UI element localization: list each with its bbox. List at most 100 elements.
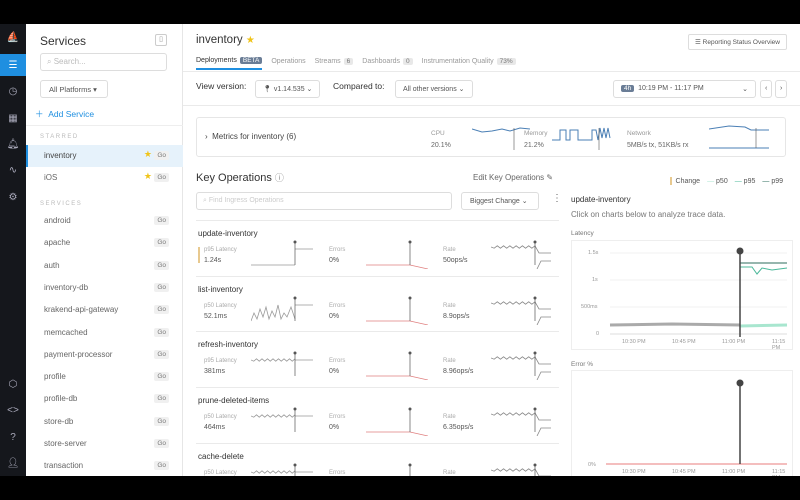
platform-dropdown[interactable]: All Platforms ▾ [40,80,108,98]
star-icon[interactable]: ★ [143,149,152,159]
service-item[interactable]: apache Go [26,232,183,254]
y-tick: 0 [596,331,600,337]
go-button[interactable]: Go [154,439,169,448]
baseline-series [609,322,741,327]
collapse-panel-icon[interactable]: ▯ [155,34,167,46]
tab-badge: 0 [403,58,413,65]
edit-key-operations-link[interactable]: Edit Key Operations ✎ [473,173,553,182]
operation-row[interactable]: refresh-inventory p95 Latency 381ms Errors 0… [196,331,559,387]
gear-icon[interactable]: ⚙ [8,191,18,203]
latency-sparkline[interactable] [251,406,313,436]
starred-service-inventory[interactable]: inventory ★ Go [26,145,183,167]
add-service-button[interactable]: ＋ Add Service [35,109,95,119]
operation-row[interactable]: cache-delete p50 Latency Errors Rate [196,442,559,476]
page-title: inventory ★ [196,34,255,46]
go-button[interactable]: Go [154,282,169,292]
operation-row[interactable]: list-inventory p50 Latency 52.1ms Errors 0% R… [196,275,559,332]
pin-icon: 📍︎ [263,86,272,93]
activity-icon[interactable]: ∿ [8,164,18,176]
service-item[interactable]: profile-db Go [26,388,183,410]
code-icon[interactable]: <> [7,404,19,416]
reporting-status-button[interactable]: ☰ Reporting Status Overview [688,34,787,50]
rate-sparkline[interactable] [491,462,553,476]
next-range-button[interactable]: › [775,80,788,98]
rate-sparkline[interactable] [491,350,553,381]
rate-sparkline[interactable] [491,295,553,325]
rate-value: 50ops/s [443,257,468,264]
latency-label: p50 Latency [204,469,237,476]
package-icon[interactable]: ⬡ [8,378,18,390]
star-icon[interactable]: ★ [245,35,255,46]
go-button[interactable]: Go [154,260,169,270]
metrics-toggle[interactable]: › Metrics for inventory (6) [205,132,297,141]
x-tick: 10:45 PM [672,469,696,475]
service-name: payment-processor [44,349,113,359]
go-button[interactable]: Go [154,238,169,248]
go-button[interactable]: Go [154,394,169,404]
go-button[interactable]: Go [154,305,169,315]
errors-value: 0% [329,257,340,264]
dashboard-icon[interactable]: ▦ [8,112,18,124]
service-item[interactable]: auth Go [26,255,183,277]
service-item[interactable]: profile Go [26,366,183,388]
services-icon[interactable]: ☰ [0,54,26,76]
tab-dashboards[interactable]: Dashboards 0 [362,57,413,70]
service-item[interactable]: memcached Go [26,322,183,344]
metrics-panel[interactable]: › Metrics for inventory (6) CPU 20.1% Me… [196,117,786,157]
error-label: Error % [571,361,594,368]
tab-deployments[interactable]: Deployments BETA [196,57,263,70]
latency-sparkline[interactable] [251,350,313,380]
logo-icon[interactable]: ⛵ [6,31,20,43]
latency-sparkline[interactable] [251,295,313,325]
time-range-dropdown[interactable]: 4h 10:19 PM - 11:17 PM ⌄ [613,80,756,98]
compare-dropdown[interactable]: All other versions ⌄ [395,80,473,98]
errors-sparkline[interactable] [366,462,428,476]
go-button[interactable]: Go [154,416,169,426]
bell-icon[interactable]: 🔔︎ [6,138,20,150]
go-button[interactable]: Go [154,151,169,160]
rate-sparkline[interactable] [491,239,553,269]
error-chart[interactable]: 0% 10:30 PM 10:45 PM 11:00 PM 11:15 PM [571,370,793,476]
tab-streams[interactable]: Streams 6 [315,57,354,70]
errors-sparkline[interactable] [366,295,428,325]
service-search-input[interactable]: ⌕ Search... [40,53,167,71]
latency-chart[interactable]: 1.5s 1s 500ms 0 10:30 PM 10:45 PM 11:00 PM… [571,240,793,351]
service-item[interactable]: transaction Go [26,455,183,476]
errors-sparkline[interactable] [366,350,428,381]
service-item[interactable]: store-db Go [26,411,183,433]
network-sparkline [709,125,769,149]
clock-icon[interactable]: ◷ [8,85,18,97]
go-button[interactable]: Go [154,349,169,359]
prev-range-button[interactable]: ‹ [760,80,773,98]
sort-dropdown[interactable]: Biggest Change ⌄ [461,192,539,210]
go-button[interactable]: Go [154,372,169,382]
latency-sparkline[interactable] [251,462,313,476]
go-button[interactable]: Go [154,461,169,471]
help-icon[interactable]: ⓘ [274,173,284,183]
operation-name: cache-delete [198,451,244,461]
errors-sparkline[interactable] [366,239,428,269]
operation-row[interactable]: update-inventory p95 Latency 1.24s Errors 0%… [196,220,559,276]
service-item[interactable]: android Go [26,210,183,232]
tab-operations[interactable]: Operations [271,57,305,70]
go-button[interactable]: Go [154,327,169,337]
go-button[interactable]: Go [154,216,169,225]
service-item[interactable]: payment-processor Go [26,344,183,366]
service-item[interactable]: inventory-db Go [26,277,183,299]
errors-sparkline[interactable] [366,406,428,437]
go-button[interactable]: Go [154,173,169,182]
operations-search-input[interactable]: ⌕ Find Ingress Operations [196,192,452,210]
user-icon[interactable]: 👤︎ [6,457,20,469]
latency-sparkline[interactable] [251,239,313,269]
service-item[interactable]: krakend-api-gateway Go [26,299,183,321]
more-options-icon[interactable]: ⋮ [552,193,562,204]
help-icon[interactable]: ? [10,431,16,443]
operation-row[interactable]: prune-deleted-items p50 Latency 464ms Error… [196,387,559,443]
version-dropdown[interactable]: 📍︎ v1.14.535 ⌄ [255,80,321,98]
service-item[interactable]: store-server Go [26,433,183,455]
errors-value: 0% [329,312,340,320]
tab-instrumentation-quality[interactable]: Instrumentation Quality 73% [422,57,516,70]
starred-service-iOS[interactable]: iOS ★ Go [26,167,183,189]
rate-sparkline[interactable] [491,406,553,437]
star-icon[interactable]: ★ [143,171,152,181]
